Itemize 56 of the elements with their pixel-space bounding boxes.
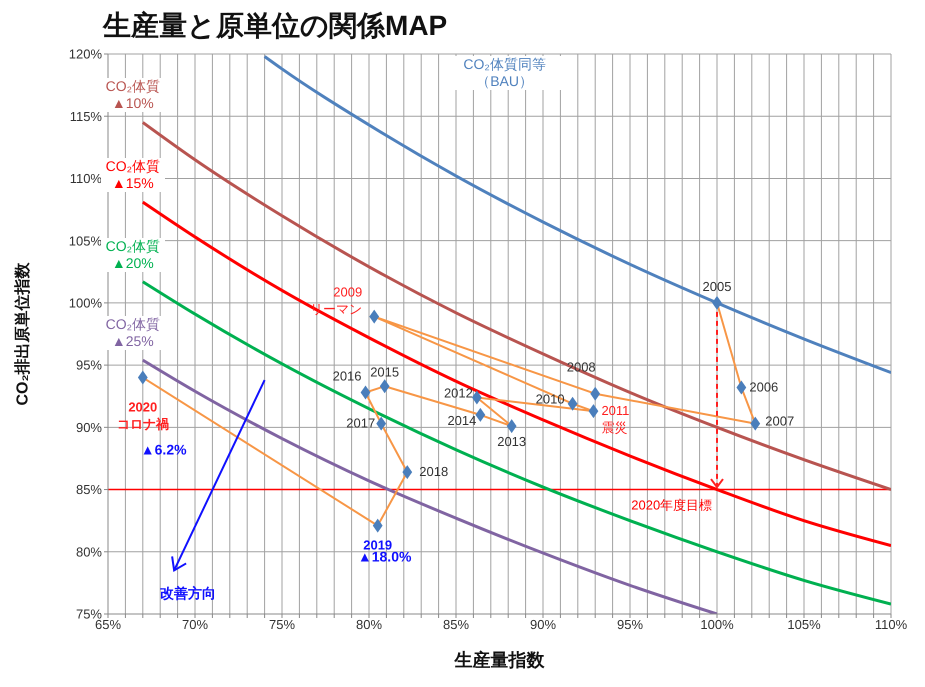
y-tick-label: 80% — [76, 544, 102, 560]
annotation: 2011 震災 — [601, 403, 630, 436]
x-tick-label: 80% — [356, 617, 382, 632]
series-label: CO₂体質▲10% — [100, 78, 165, 112]
series-label: CO₂体質▲25% — [100, 316, 165, 350]
x-tick-label: 85% — [442, 617, 470, 632]
chart-title: 生産量と原単位の関係MAP — [101, 9, 448, 43]
x-tick-label: 90% — [530, 617, 556, 632]
annotation: ▲6.2% — [140, 442, 188, 458]
x-tick-label: 110% — [874, 617, 908, 632]
annotation: 2015 — [370, 364, 400, 380]
y-tick-label: 120% — [68, 46, 102, 62]
x-tick-label: 105% — [787, 617, 822, 632]
annotation: 2005 — [702, 278, 732, 294]
y-tick-label: 100% — [68, 296, 102, 311]
x-tick-label: 65% — [94, 617, 122, 632]
point — [475, 408, 486, 422]
point — [590, 386, 600, 401]
y-tick-label: 90% — [76, 420, 102, 435]
annotation: 2012 — [444, 385, 473, 400]
point — [372, 518, 383, 533]
point — [138, 370, 148, 385]
annotation: 改善方向 — [160, 584, 216, 601]
y-tick-label: 115% — [70, 108, 102, 124]
point — [750, 416, 760, 431]
point — [472, 390, 482, 404]
y-tick-label: 110% — [70, 171, 102, 186]
annotation: 2009 リーマン — [310, 284, 362, 317]
annotation: 2018 — [419, 464, 448, 480]
annotation: 2014 — [447, 412, 476, 428]
annotation: 2020 コロナ禍 — [116, 400, 169, 432]
series-label: CO₂体質▲15% — [100, 158, 165, 192]
point — [736, 380, 746, 395]
point — [376, 416, 386, 431]
y-tick-label: 85% — [76, 482, 102, 498]
annotation: 2016 — [332, 368, 362, 384]
point — [506, 419, 517, 434]
x-tick-label: 95% — [616, 617, 644, 632]
point — [369, 310, 380, 324]
series-label: CO₂体質▲20% — [100, 238, 165, 272]
text: CO₂体質同等（BAU） — [444, 56, 566, 90]
ref-line-label: 2020年度目標 — [631, 498, 712, 513]
y-axis-title: CO₂排出原単位指数 — [14, 261, 32, 406]
annotation: 2006 — [749, 380, 778, 395]
point — [402, 465, 412, 480]
x-tick-label: 70% — [182, 617, 208, 632]
y-tick-label: 105% — [68, 233, 102, 248]
annotation: 2017 — [346, 416, 376, 431]
x-tick-label: 100% — [700, 617, 734, 632]
x-axis-title: 生産量指数 — [454, 650, 546, 670]
point — [380, 379, 390, 394]
x-tick-label: 75% — [268, 617, 296, 632]
annotation: 2013 — [497, 434, 526, 450]
y-tick-label: 95% — [76, 358, 102, 373]
annotation: 2010 — [536, 392, 565, 407]
annotation: 2007 — [765, 414, 794, 429]
